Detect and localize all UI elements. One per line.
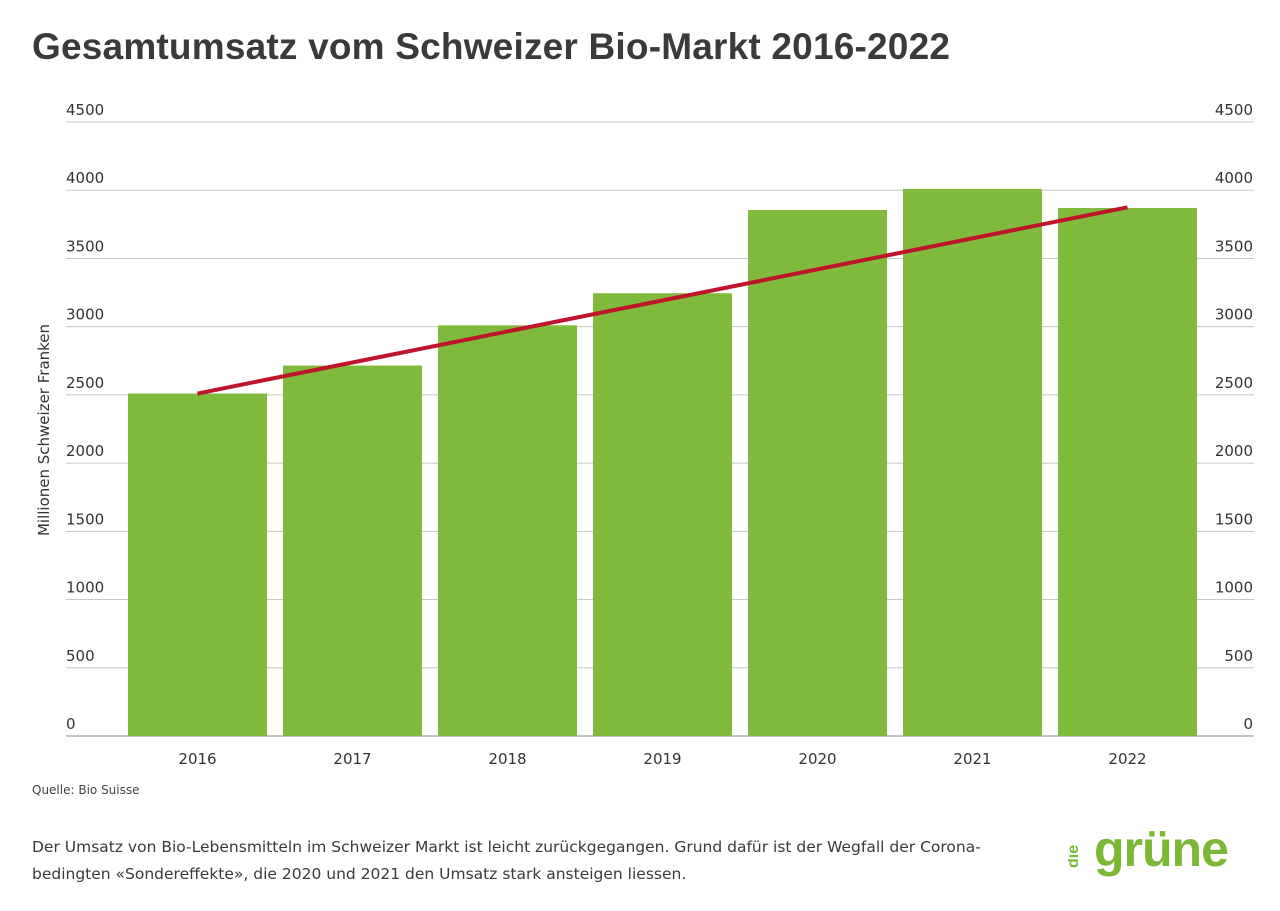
y-tick-label-right: 2500 <box>1215 374 1253 392</box>
y-tick-label-left: 2000 <box>66 442 104 460</box>
die-gruene-logo: die grüne <box>1068 821 1229 877</box>
bar-2021 <box>903 188 1042 736</box>
x-tick-label: 2019 <box>643 750 681 768</box>
y-tick-label-left: 3000 <box>66 306 104 324</box>
source-note: Quelle: Bio Suisse <box>32 783 140 797</box>
x-tick-label: 2022 <box>1108 750 1146 768</box>
trend-line <box>197 205 1128 396</box>
bar-2016 <box>128 393 267 736</box>
y-tick-label-right: 4500 <box>1215 101 1253 119</box>
bar-2020 <box>748 210 887 737</box>
x-axis: 2016 2017 2018 2019 2020 2021 2022 <box>178 750 1146 768</box>
y-axis-label: Millionen Schweizer Franken <box>35 324 53 536</box>
y-tick-label-right: 2000 <box>1215 442 1253 460</box>
y-axis-left: 0 500 1000 1500 2000 2500 3000 3500 4000 4500 <box>66 101 104 733</box>
caption-text: Der Umsatz von Bio-Lebensmitteln im Schw… <box>32 838 981 883</box>
logo-gruene: grüne <box>1094 821 1228 877</box>
bars <box>128 188 1197 737</box>
x-tick-label: 2018 <box>488 750 526 768</box>
y-tick-label-left: 1500 <box>66 510 104 528</box>
y-tick-label-left: 4000 <box>66 169 104 187</box>
chart-title: Gesamtumsatz vom Schweizer Bio-Markt 201… <box>32 26 951 67</box>
y-tick-label-right: 500 <box>1224 647 1253 665</box>
y-axis-right: 0 500 1000 1500 2000 2500 3000 3500 4000 4500 <box>1215 101 1253 733</box>
y-tick-label-left: 4500 <box>66 101 104 119</box>
y-tick-label-right: 0 <box>1243 715 1253 733</box>
y-tick-label-right: 3000 <box>1215 306 1253 324</box>
y-tick-label-left: 3500 <box>66 237 104 255</box>
y-tick-label-right: 4000 <box>1215 169 1253 187</box>
bar-2017 <box>283 365 422 736</box>
x-tick-label: 2021 <box>953 750 991 768</box>
y-tick-label-right: 1000 <box>1215 579 1253 597</box>
logo-die: die <box>1068 845 1082 868</box>
y-tick-label-left: 2500 <box>66 374 104 392</box>
x-tick-label: 2017 <box>333 750 371 768</box>
bar-2022 <box>1058 207 1197 736</box>
y-tick-label-right: 1500 <box>1215 510 1253 528</box>
x-tick-label: 2020 <box>798 750 836 768</box>
y-tick-label-left: 1000 <box>66 579 104 597</box>
x-tick-label: 2016 <box>178 750 216 768</box>
y-tick-label-right: 3500 <box>1215 237 1253 255</box>
trendline <box>197 205 1128 396</box>
y-tick-label-left: 500 <box>66 647 95 665</box>
bar-2018 <box>438 325 577 736</box>
y-tick-label-left: 0 <box>66 715 76 733</box>
bar-2019 <box>593 293 732 736</box>
